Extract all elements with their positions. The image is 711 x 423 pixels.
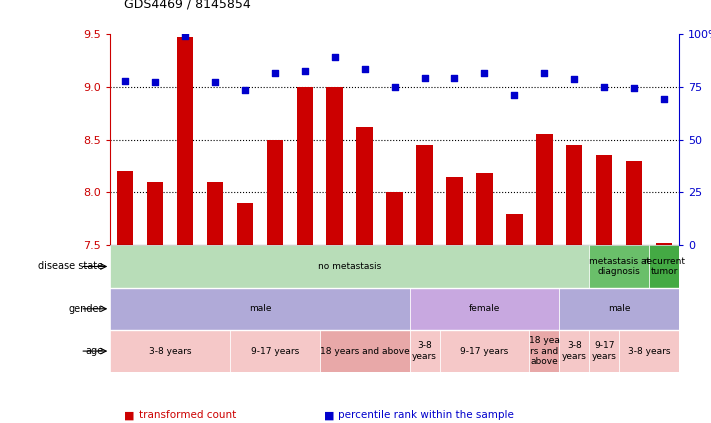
Bar: [410, 330, 439, 372]
Point: [179, 33, 191, 39]
Bar: [566, 145, 582, 245]
Bar: [207, 182, 223, 245]
Bar: [589, 245, 649, 288]
Bar: [237, 203, 253, 245]
Bar: [506, 214, 523, 245]
Point: [299, 67, 311, 74]
Point: [149, 79, 161, 86]
Point: [658, 96, 670, 103]
Bar: [326, 87, 343, 245]
Text: ■: ■: [124, 410, 135, 420]
Text: ■: ■: [324, 410, 334, 420]
Point: [569, 76, 580, 82]
Point: [329, 54, 341, 60]
Text: 9-17
years: 9-17 years: [592, 341, 616, 361]
Bar: [529, 330, 560, 372]
Text: 3-8 years: 3-8 years: [628, 346, 670, 356]
Bar: [536, 134, 552, 245]
Bar: [356, 127, 373, 245]
Bar: [560, 288, 679, 330]
Point: [389, 83, 400, 90]
Point: [269, 69, 281, 76]
Text: male: male: [608, 304, 631, 313]
Bar: [320, 330, 410, 372]
Point: [419, 75, 430, 82]
Point: [508, 92, 520, 99]
Bar: [649, 245, 679, 288]
Bar: [110, 245, 589, 288]
Text: age: age: [85, 346, 103, 356]
Bar: [439, 330, 529, 372]
Point: [359, 66, 370, 72]
Point: [599, 83, 610, 90]
Bar: [147, 182, 164, 245]
Point: [539, 69, 550, 76]
Bar: [589, 330, 619, 372]
Bar: [476, 173, 493, 245]
Text: GDS4469 / 8145854: GDS4469 / 8145854: [124, 0, 251, 11]
Text: no metastasis: no metastasis: [318, 262, 381, 271]
Text: gender: gender: [68, 304, 103, 314]
Point: [629, 85, 640, 91]
Bar: [410, 288, 560, 330]
Text: 18 years and above: 18 years and above: [320, 346, 410, 356]
Bar: [267, 140, 283, 245]
Point: [449, 75, 460, 82]
Bar: [626, 161, 642, 245]
Bar: [177, 37, 193, 245]
Text: female: female: [469, 304, 500, 313]
Text: metastasis at
diagnosis: metastasis at diagnosis: [589, 257, 650, 276]
Text: disease state: disease state: [38, 261, 103, 272]
Bar: [110, 330, 230, 372]
Bar: [447, 176, 463, 245]
Point: [479, 69, 490, 76]
Text: male: male: [249, 304, 271, 313]
Bar: [230, 330, 320, 372]
Point: [209, 79, 220, 86]
Text: 9-17 years: 9-17 years: [251, 346, 299, 356]
Text: 18 yea
rs and
above: 18 yea rs and above: [529, 336, 560, 366]
Bar: [656, 243, 673, 245]
Bar: [110, 288, 410, 330]
Point: [119, 78, 131, 85]
Bar: [296, 87, 313, 245]
Text: 3-8
years: 3-8 years: [562, 341, 587, 361]
Text: 3-8
years: 3-8 years: [412, 341, 437, 361]
Text: transformed count: transformed count: [139, 410, 236, 420]
Text: 9-17 years: 9-17 years: [460, 346, 508, 356]
Text: 3-8 years: 3-8 years: [149, 346, 191, 356]
Bar: [386, 192, 403, 245]
Bar: [417, 145, 433, 245]
Bar: [117, 171, 134, 245]
Text: percentile rank within the sample: percentile rank within the sample: [338, 410, 513, 420]
Bar: [560, 330, 589, 372]
Bar: [596, 156, 612, 245]
Text: recurrent
tumor: recurrent tumor: [643, 257, 685, 276]
Bar: [619, 330, 679, 372]
Point: [239, 86, 250, 93]
